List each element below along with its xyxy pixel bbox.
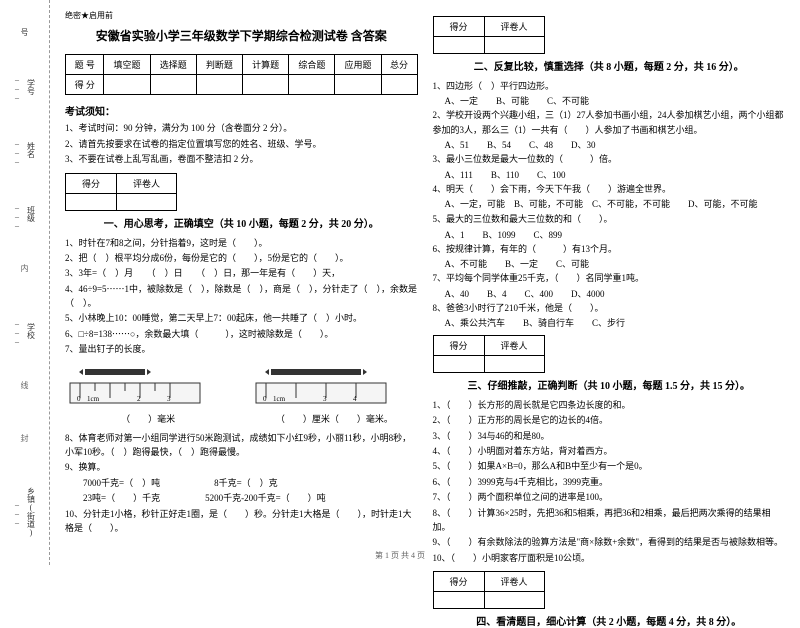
p1q8: 8、体育老师对第一小组同学进行50米跑测试，成绩如下小红9秒，小丽11秒，小明8…	[65, 431, 418, 460]
p3q8: 8、（ ）计算36×25时，先把36和5相乘，再把36和2相乘，最后把两次乘得的…	[433, 506, 786, 535]
score-h2: 选择题	[150, 55, 196, 75]
score-h6: 应用题	[335, 55, 381, 75]
ruler-1: 0 1cm 2 3 （ ）毫米	[65, 363, 231, 425]
p3q1: 1、（ ）长方形的周长就是它四条边长度的和。	[433, 398, 786, 412]
p2q8o: A、乘公共汽车B、骑自行车C、步行	[445, 316, 786, 329]
binding-label-5: 学校___	[13, 317, 37, 344]
p2q3o: A、111B、110C、100	[445, 168, 786, 181]
scorebox-3: 得分评卷人	[433, 335, 545, 373]
binding-vtext-1: 内	[19, 264, 30, 280]
part3-title: 三、仔细推敲，正确判断（共 10 小题，每题 1.5 分，共 15 分）。	[433, 377, 786, 392]
p2q6o: A、不可能B、一定C、可能	[445, 257, 786, 270]
p3q6: 6、（ ）3999克与4千克相比，3999克重。	[433, 475, 786, 489]
p2q7: 7、平均每个同学体重25千克，（ ）名同学重1吨。	[433, 271, 786, 285]
svg-text:2: 2	[137, 395, 141, 403]
notice-label: 考试须知：	[65, 103, 418, 118]
p1q6: 6、□÷8=138⋯⋯○，余数最大填（ ），这时被除数是（ ）。	[65, 327, 418, 341]
binding-label-2: 学号___	[13, 73, 37, 100]
part2-title: 二、反复比较，慎重选择（共 8 小题，每题 2 分，共 16 分）。	[433, 58, 786, 73]
ruler-row: 0 1cm 2 3 （ ）毫米 0 1cm	[65, 363, 418, 425]
binding-strip: 号 学号___ 姓名___ 班级___ 内 学校___ 线 封 乡镇(街道)__…	[0, 0, 50, 565]
score-h1: 填空题	[104, 55, 150, 75]
binding-vtext-3: 封	[19, 434, 30, 450]
notice-1: 1、考试时间：90 分钟，满分为 100 分（含卷面分 2 分）。	[65, 122, 418, 136]
binding-label-4: 班级___	[13, 201, 37, 228]
binding-vtext-2: 线	[19, 381, 30, 397]
content-area: 绝密★启用前 安徽省实验小学三年级数学下学期综合检测试卷 含答案 题 号 填空题…	[50, 0, 800, 565]
left-column: 绝密★启用前 安徽省实验小学三年级数学下学期综合检测试卷 含答案 题 号 填空题…	[65, 10, 418, 555]
binding-label-6: 乡镇(街道)___	[13, 487, 37, 537]
p2q1o: A、一定B、可能C、不可能	[445, 94, 786, 107]
p2q5o: A、1B、1099C、899	[445, 228, 786, 241]
p3q5: 5、（ ）如果A×B=0，那么A和B中至少有一个是0。	[433, 459, 786, 473]
ruler1-label: （ ）毫米	[65, 412, 231, 425]
p2q4: 4、明天（ ）会下雨，今天下午我（ ）游遍全世界。	[433, 182, 786, 196]
p2q3: 3、最小三位数是最大一位数的（ ）倍。	[433, 152, 786, 166]
p2q4o: A、一定，可能 B、可能，不可能 C、不可能，不可能 D、可能，不可能	[445, 197, 786, 211]
p3q10: 10、（ ）小明家客厅面积是10公顷。	[433, 551, 786, 565]
score-h0: 题 号	[66, 55, 104, 75]
p1q3: 3、3年=（ ）月 （ ）日 （ ）日，那一年是有（ ）天，	[65, 266, 418, 280]
exam-page: 号 学号___ 姓名___ 班级___ 内 学校___ 线 封 乡镇(街道)__…	[0, 0, 800, 565]
scorebox-2: 得分评卷人	[433, 16, 545, 54]
scorebox-4: 得分评卷人	[433, 571, 545, 609]
svg-text:1cm: 1cm	[87, 395, 100, 403]
p3q2: 2、（ ）正方形的周长是它的边长的4倍。	[433, 413, 786, 427]
p2q8: 8、爸爸3小时行了210千米，他是（ ）。	[433, 301, 786, 315]
svg-text:3: 3	[323, 395, 327, 403]
right-column: 得分评卷人 二、反复比较，慎重选择（共 8 小题，每题 2 分，共 16 分）。…	[433, 10, 786, 555]
p1q10: 10、分针走1小格，秒针正好走1圈，是（ ）秒。分针走1大格是（ ），时针走1大…	[65, 507, 418, 536]
p2q5: 5、最大的三位数和最大三位数的和（ ）。	[433, 212, 786, 226]
svg-text:0: 0	[263, 395, 267, 403]
p3q7: 7、（ ）两个面积单位之间的进率是100。	[433, 490, 786, 504]
part1-title: 一、用心思考，正确填空（共 10 小题，每题 2 分，共 20 分）。	[65, 215, 418, 230]
p2q7o: A、40B、4C、400D、4000	[445, 287, 786, 300]
svg-text:0: 0	[77, 395, 81, 403]
p1q2: 2、把（ ）根平均分成6份，每份是它的（ ），5份是它的（ ）。	[65, 251, 418, 265]
page-footer: 第 1 页 共 4 页	[375, 550, 425, 561]
score-h7: 总分	[381, 55, 417, 75]
p2q6: 6、按规律计算，有年的（ ）有13个月。	[433, 242, 786, 256]
p1q7: 7、量出钉子的长度。	[65, 342, 418, 356]
notice-3: 3、不要在试卷上乱写乱画，卷面不整洁扣 2 分。	[65, 153, 418, 167]
p2q1: 1、四边形（ ）平行四边形。	[433, 79, 786, 93]
p3q3: 3、（ ）34与46的和是80。	[433, 429, 786, 443]
score-r2: 得 分	[66, 75, 104, 95]
svg-text:4: 4	[353, 395, 357, 403]
secret-label: 绝密★启用前	[65, 10, 418, 21]
notice-2: 2、请首先按要求在试卷的指定位置填写您的姓名、班级、学号。	[65, 138, 418, 152]
score-h4: 计算题	[243, 55, 289, 75]
score-table: 题 号 填空题 选择题 判断题 计算题 综合题 应用题 总分 得 分	[65, 54, 418, 95]
svg-text:3: 3	[167, 395, 171, 403]
p2q2: 2、学校开设两个兴趣小组，三（1）27人参加书画小组，24人参加棋艺小组，两个小…	[433, 108, 786, 137]
p3q4: 4、（ ）小明面对着东方站，背对着西方。	[433, 444, 786, 458]
svg-text:1cm: 1cm	[273, 395, 286, 403]
binding-label-1: 号	[19, 28, 30, 36]
score-h3: 判断题	[196, 55, 242, 75]
exam-title: 安徽省实验小学三年级数学下学期综合检测试卷 含答案	[65, 27, 418, 44]
p1q9: 9、换算。	[65, 460, 418, 474]
p1q5: 5、小林晚上10：00睡觉，第二天早上7：00起床，他一共睡了（ ）小时。	[65, 311, 418, 325]
binding-label-3: 姓名___	[13, 137, 37, 164]
part4-title: 四、看清题目，细心计算（共 2 小题，每题 4 分，共 8 分）。	[433, 613, 786, 628]
p1q9a: 7000千克=（ ）吨 8千克=（ ）克	[65, 476, 418, 490]
p3q9: 9、（ ）有余数除法的验算方法是"商×除数+余数"，看得到的结果是否与被除数相等…	[433, 535, 786, 549]
score-h5: 综合题	[289, 55, 335, 75]
p1q1: 1、时针在7和8之间，分针指着9，这时是（ ）。	[65, 236, 418, 250]
p1q9b: 23吨=（ ）千克 5200千克-200千克=（ ）吨	[65, 491, 418, 505]
p1q4: 4、46÷9=5⋯⋯1中，被除数是（ ），除数是（ ），商是（ ），分针走了（ …	[65, 282, 418, 311]
p2q2o: A、51B、54C、48D、30	[445, 138, 786, 151]
scorebox-1: 得分评卷人	[65, 173, 177, 211]
ruler-2: 0 1cm 3 4 （ ）厘米（ ）毫米。	[251, 363, 417, 425]
ruler2-label: （ ）厘米（ ）毫米。	[251, 412, 417, 425]
